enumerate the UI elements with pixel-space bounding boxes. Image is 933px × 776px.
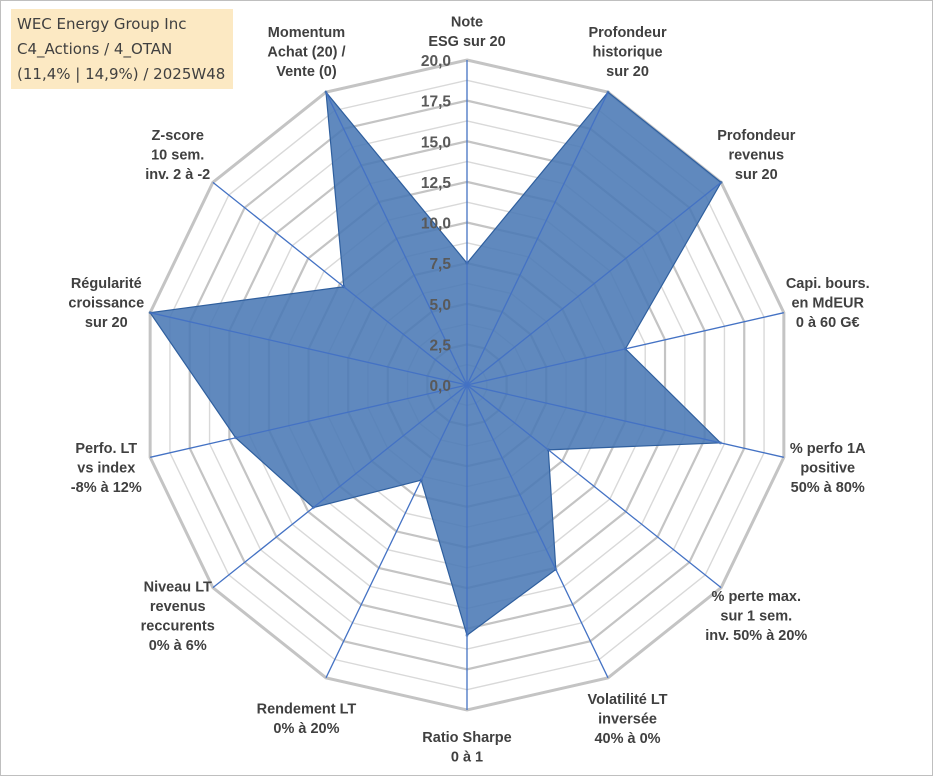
axis-label: Régularité croissance sur 20	[68, 276, 144, 331]
tick-label: 5,0	[429, 297, 451, 314]
radar-axes	[150, 60, 784, 710]
axis-label: Volatilité LT inversée 40% à 0%	[588, 692, 668, 747]
radar-spoke	[325, 91, 468, 386]
stats-label: (11,4% | 14,9%) / 2025W48	[17, 65, 226, 83]
axis-label: Momentum Achat (20) / Vente (0)	[267, 25, 345, 80]
tick-label: 20,0	[421, 53, 451, 70]
radar-spoke	[150, 312, 468, 386]
axis-label: Profondeur historique sur 20	[588, 25, 666, 80]
radar-spoke	[212, 181, 468, 386]
axis-label: Z-score 10 sem. inv. 2 à -2	[145, 128, 210, 183]
tick-label: 12,5	[421, 175, 452, 192]
tick-label: 17,5	[421, 94, 452, 111]
tick-label: 15,0	[421, 134, 451, 151]
company-name: WEC Energy Group Inc	[17, 15, 187, 33]
radar-spoke	[466, 181, 722, 386]
radar-spoke	[466, 384, 784, 458]
category-label: C4_Actions / 4_OTAN	[17, 40, 173, 58]
tick-label: 7,5	[429, 256, 451, 273]
axis-label: Rendement LT 0% à 20%	[257, 702, 357, 738]
radar-spoke	[466, 312, 784, 386]
radar-axis-labels: Note ESG sur 20 Profondeur historique sur 20…	[68, 15, 869, 766]
axis-label: % perfo 1A positive 50% à 80%	[790, 441, 866, 496]
axis-label: Note ESG sur 20	[428, 15, 505, 51]
radar-spoke	[212, 384, 468, 589]
radar-spoke	[466, 384, 609, 679]
radar-spoke	[325, 384, 468, 679]
tick-label: 2,5	[429, 337, 451, 354]
axis-label: Profondeur revenus sur 20	[717, 128, 795, 183]
radar-spoke	[466, 91, 609, 386]
axis-label: Perfo. LT vs index -8% à 12%	[71, 441, 142, 496]
axis-label: Niveau LT revenus reccurents 0% à 6%	[141, 579, 215, 654]
tick-label: 0,0	[429, 378, 451, 395]
radar-spoke	[466, 384, 722, 589]
radar-tick-labels: 0,0 2,5 5,0 7,5 10,0 12,5 15,0 17,5 20,0	[421, 53, 452, 395]
axis-label: % perte max. sur 1 sem. inv. 50% à 20%	[705, 589, 807, 644]
tick-label: 10,0	[421, 216, 451, 233]
radar-spoke	[150, 384, 468, 458]
axis-label: Capi. bours. en MdEUR 0 à 60 G€	[786, 276, 870, 331]
axis-label: Ratio Sharpe 0 à 1	[422, 730, 511, 766]
chart-title-box: WEC Energy Group Inc C4_Actions / 4_OTAN…	[11, 9, 233, 89]
